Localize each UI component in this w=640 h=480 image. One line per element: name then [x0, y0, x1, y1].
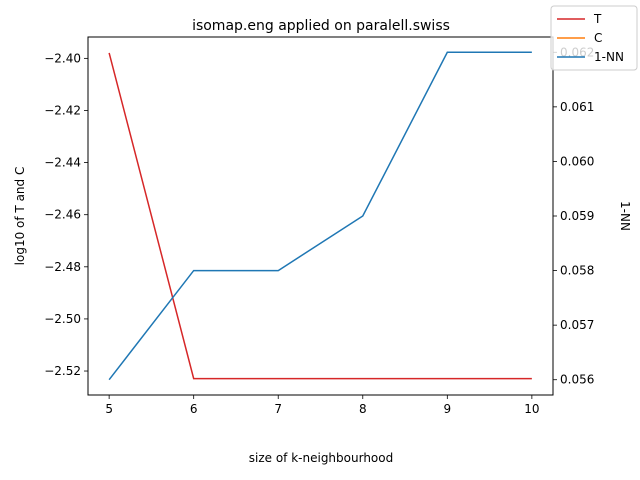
y-left-tick-label: −2.46	[44, 208, 81, 222]
legend: TC 1-NN	[550, 5, 638, 71]
legend-label: 1-NN	[594, 50, 624, 64]
x-tick-label: 7	[274, 402, 282, 416]
x-axis-label: size of k-neighbourhood	[249, 451, 393, 465]
y-left-tick-label: −2.44	[44, 156, 81, 170]
y-left-tick-label: −2.52	[44, 364, 81, 378]
x-axis: 5 6 7 8 9 10	[105, 395, 540, 416]
y-right-tick-label: 0.057	[560, 318, 594, 332]
y-left-tick-label: −2.50	[44, 312, 81, 326]
x-tick-label: 9	[443, 402, 451, 416]
legend-box	[550, 5, 638, 71]
x-tick-label: 8	[359, 402, 367, 416]
series-line-2	[108, 51, 532, 381]
y-axis-right-label: 1-NN	[618, 201, 632, 231]
y-right-tick-label: 0.058	[560, 264, 594, 278]
series-layer	[108, 51, 532, 381]
x-tick-label: 6	[190, 402, 198, 416]
chart-title: isomap.eng applied on paralell.swiss	[192, 18, 450, 34]
y-right-tick-label: 0.060	[560, 154, 594, 168]
y-right-tick-label: 0.056	[560, 373, 594, 387]
y-axis-left-label: log10 of T and C	[13, 167, 27, 266]
y-left-tick-label: −2.40	[44, 51, 81, 65]
x-tick-label: 10	[524, 402, 539, 416]
x-tick-label: 5	[105, 402, 113, 416]
y-axis-left: −2.40 −2.42 −2.44 −2.46 −2.48 −2.50 −2.52	[44, 51, 88, 378]
legend-label: C	[594, 31, 602, 45]
series-line-0	[108, 52, 532, 380]
y-left-tick-label: −2.42	[44, 103, 81, 117]
y-right-tick-label: 0.059	[560, 209, 594, 223]
y-right-tick-label: 0.061	[560, 100, 594, 114]
legend-label: T	[593, 12, 602, 26]
plot-frame	[87, 36, 554, 396]
y-left-tick-label: −2.48	[44, 260, 81, 274]
